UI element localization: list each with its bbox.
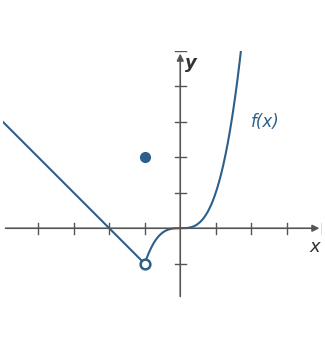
Text: x: x [310,238,320,256]
Text: f(x): f(x) [251,113,280,131]
Text: y: y [185,54,196,72]
